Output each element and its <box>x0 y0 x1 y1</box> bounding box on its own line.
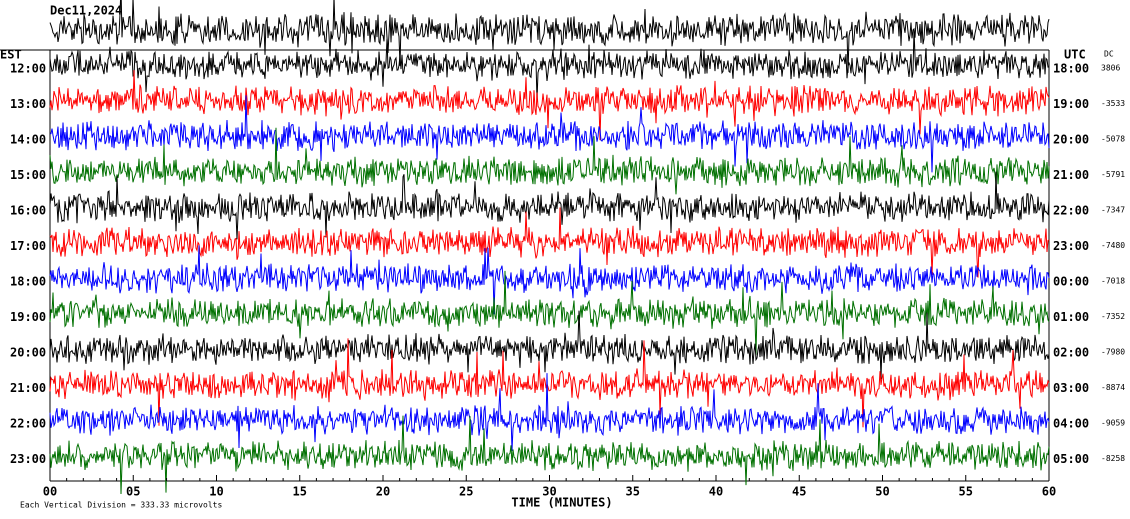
trace <box>49 338 1050 428</box>
trace <box>49 270 1050 355</box>
traces <box>49 0 1050 495</box>
utc-label: 23:00 <box>1053 239 1089 253</box>
utc-label: 01:00 <box>1053 310 1089 324</box>
trace <box>49 415 1050 495</box>
utc-label: 03:00 <box>1053 381 1089 395</box>
utc-label: 20:00 <box>1053 133 1089 147</box>
trace <box>49 29 1050 101</box>
dc-value: -7352 <box>1101 312 1125 321</box>
x-tick-label: 25 <box>459 485 473 499</box>
scale-note: Each Vertical Division = 333.33 microvol… <box>20 501 222 510</box>
dc-value: 3806 <box>1101 64 1120 73</box>
dc-value: -7018 <box>1101 277 1125 286</box>
utc-label: 05:00 <box>1053 452 1089 466</box>
x-tick-label: 00 <box>43 485 57 499</box>
est-label: 14:00 <box>10 133 46 147</box>
utc-label: 00:00 <box>1053 275 1089 289</box>
x-tick-label: 60 <box>1042 485 1056 499</box>
left-zone: EST <box>0 48 22 62</box>
x-tick-label: 30 <box>542 485 556 499</box>
dc-value: -5791 <box>1101 170 1125 179</box>
trace <box>49 171 1050 240</box>
dc-value: -3533 <box>1101 99 1125 108</box>
dc-value: -7480 <box>1101 241 1125 250</box>
dc-value: -7347 <box>1101 206 1125 215</box>
trace <box>49 373 1050 451</box>
utc-label: 21:00 <box>1053 168 1089 182</box>
utc-label: 18:00 <box>1053 62 1089 76</box>
utc-label: 22:00 <box>1053 204 1089 218</box>
x-label: TIME (MINUTES) <box>511 496 612 510</box>
x-tick-label: 15 <box>293 485 307 499</box>
trace <box>49 0 1050 73</box>
est-label: 18:00 <box>10 275 46 289</box>
dc-value: -5078 <box>1101 135 1125 144</box>
right-zone: UTC <box>1064 48 1086 62</box>
trace <box>49 245 1050 315</box>
x-tick-label: 10 <box>209 485 223 499</box>
trace <box>49 95 1050 173</box>
utc-label: 04:00 <box>1053 417 1089 431</box>
x-tick-label: 50 <box>875 485 889 499</box>
est-label: 17:00 <box>10 239 46 253</box>
trace <box>49 70 1050 141</box>
trace <box>49 310 1050 380</box>
x-tick-label: 35 <box>626 485 640 499</box>
dc-value: -9059 <box>1101 419 1125 428</box>
est-label: 21:00 <box>10 381 46 395</box>
trace <box>49 207 1050 278</box>
x-tick-label: 05 <box>126 485 140 499</box>
x-tick-label: 45 <box>792 485 806 499</box>
x-tick-label: 20 <box>376 485 390 499</box>
est-label: 22:00 <box>10 417 46 431</box>
est-label: 12:00 <box>10 62 46 76</box>
date: Dec11,2024 <box>50 4 122 18</box>
utc-label: 02:00 <box>1053 346 1089 360</box>
est-label: 23:00 <box>10 452 46 466</box>
est-label: 16:00 <box>10 204 46 218</box>
est-label: 13:00 <box>10 97 46 111</box>
dc-value: -7980 <box>1101 348 1125 357</box>
dc-label: DC <box>1104 50 1114 59</box>
dc-value: -8258 <box>1101 454 1125 463</box>
utc-label: 19:00 <box>1053 97 1089 111</box>
labels: 12:00 18:00 3806 13:00 19:00 -3533 14:00 20:00 -… <box>10 62 1125 499</box>
est-label: 20:00 <box>10 346 46 360</box>
x-tick-label: 55 <box>959 485 973 499</box>
dc-value: -8874 <box>1101 383 1125 392</box>
est-label: 15:00 <box>10 168 46 182</box>
est-label: 19:00 <box>10 310 46 324</box>
trace <box>49 127 1050 195</box>
x-tick-label: 40 <box>709 485 723 499</box>
